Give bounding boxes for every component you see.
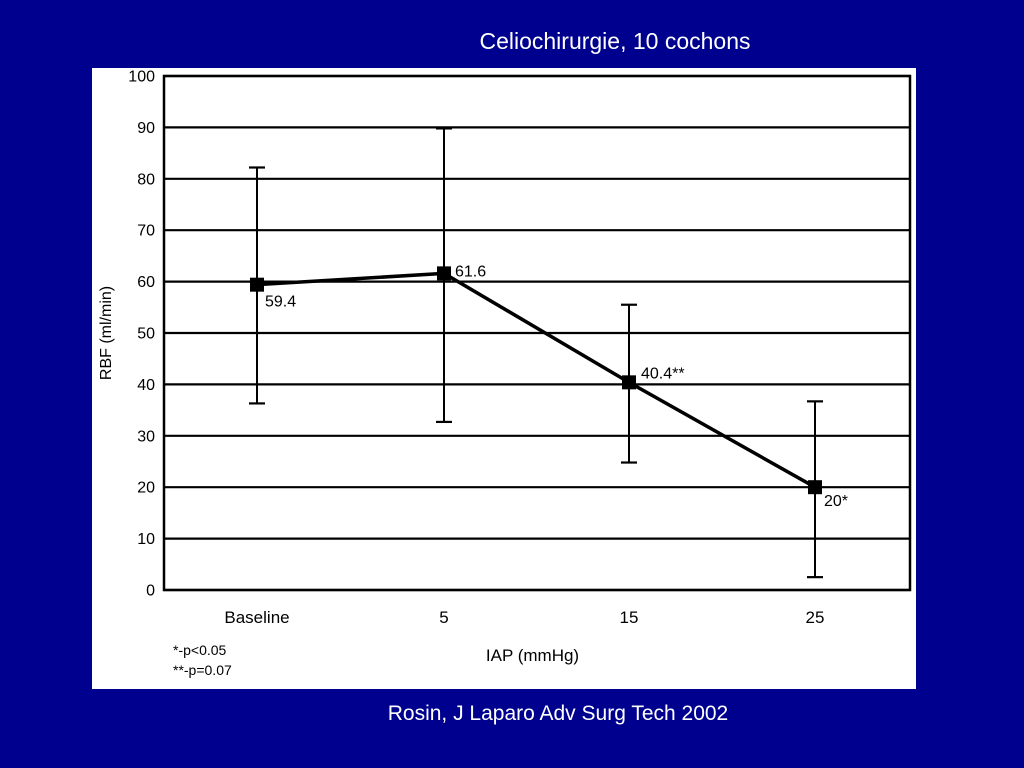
data-marker-3 (808, 480, 822, 495)
data-marker-1 (437, 266, 451, 281)
chart-panel: 0 10 20 30 40 50 60 70 80 90 100 Baseline 5 15 25 59.… (92, 68, 916, 689)
data-labels: 59.4 61.6 40.4** 20* (265, 263, 848, 510)
slide-title: Celiochirurgie, 10 cochons (479, 28, 751, 54)
source-citation: Rosin, J Laparo Adv Surg Tech 2002 (387, 702, 729, 725)
y-tick-label-10: 10 (137, 531, 155, 548)
data-label-2: 40.4** (641, 365, 685, 382)
chart-svg: 0 10 20 30 40 50 60 70 80 90 100 Baseline 5 15 25 59.… (98, 69, 912, 665)
data-label-3: 20* (824, 493, 848, 510)
data-label-1: 61.6 (455, 263, 486, 280)
gridlines (164, 74, 910, 592)
x-axis-label: IAP (mmHg) (486, 646, 579, 665)
data-markers (250, 266, 822, 495)
y-tick-labels: 0 10 20 30 40 50 60 70 80 90 100 (128, 69, 155, 600)
y-tick-label-40: 40 (137, 377, 155, 394)
x-tick-label-2: 15 (620, 608, 639, 627)
footnotes: *-p<0.05 **-p=0.07 (173, 640, 232, 680)
y-tick-label-20: 20 (137, 480, 155, 497)
y-tick-label-100: 100 (128, 69, 155, 86)
y-axis-label: RBF (ml/min) (98, 286, 115, 380)
y-tick-label-80: 80 (137, 171, 155, 188)
footnote-p005: *-p<0.05 (173, 642, 227, 658)
series-line (256, 271, 816, 489)
y-tick-label-70: 70 (137, 223, 155, 240)
x-tick-label-3: 25 (806, 608, 825, 627)
y-tick-label-50: 50 (137, 326, 155, 343)
plot-frame (162, 74, 912, 592)
y-tick-label-30: 30 (137, 428, 155, 445)
x-tick-label-0: Baseline (224, 608, 289, 627)
y-tick-label-90: 90 (137, 120, 155, 137)
x-tick-label-1: 5 (439, 608, 448, 627)
data-label-0: 59.4 (265, 294, 296, 311)
data-marker-2 (622, 375, 636, 390)
y-tick-label-60: 60 (137, 274, 155, 291)
error-bars (249, 127, 823, 579)
footnote-p007: **-p=0.07 (173, 662, 232, 678)
y-tick-label-0: 0 (146, 583, 155, 600)
data-marker-0 (250, 277, 264, 292)
x-tick-labels: Baseline 5 15 25 (224, 608, 824, 627)
